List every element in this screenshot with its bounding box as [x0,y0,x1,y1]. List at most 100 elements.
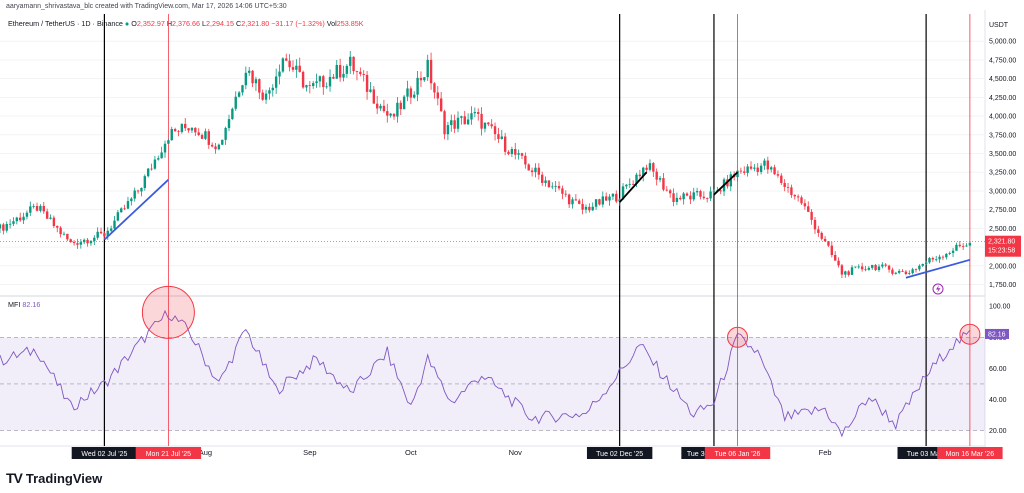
candle-body [268,90,271,94]
tradingview-wordmark: TradingView [25,470,103,486]
candle-body [308,85,312,87]
time-axis-label: Oct [405,448,418,457]
candle-body [2,224,5,231]
candle-body [908,273,911,274]
candle-body [493,126,497,135]
date-marker-label: Tue 30 [687,451,709,458]
candle-body [453,120,456,129]
candle-body [264,93,268,100]
trendline [618,171,648,203]
candle-body [564,193,567,195]
candle-body [146,168,150,177]
candle-body [396,102,399,117]
candle-body [56,226,59,228]
candle-body [103,233,106,237]
date-marker-box [897,447,955,459]
price-tick-label: 5,000.00 [989,39,1016,46]
candle-body [897,270,901,273]
candle-body [790,187,793,195]
candle-body [604,196,608,201]
candle-body [675,197,679,202]
candle-body [652,163,655,172]
candle-body [894,272,898,274]
candle-body [948,252,951,254]
mfi-legend[interactable]: MFI 82.16 [8,300,40,309]
candle-body [921,263,924,266]
symbol-title[interactable]: Ethereum / TetherUS · 1D · Binance [8,19,123,28]
candle-body [840,265,844,275]
candle-body [214,146,217,150]
time-axis-label: Aug [199,448,212,457]
candle-body [968,242,972,246]
candle-body [874,264,877,271]
candle-body [150,168,153,170]
candle-body [561,188,564,194]
candle-body [386,111,389,116]
date-marker-box [71,447,138,459]
time-axis-label: Sep [303,448,316,457]
candle-body [803,203,807,207]
date-marker-label: Mon 21 Jul '25 [146,451,191,458]
candle-body [574,199,578,201]
mfi-value-label: 82.16 [988,331,1006,338]
candle-body [19,217,22,221]
trendline [103,179,169,241]
candle-body [372,89,376,104]
candle-body [857,266,860,268]
ohlc-o: 2,352.97 [136,19,165,28]
candle-body [547,180,551,187]
candle-body [520,153,524,156]
candle-body [349,56,352,66]
candle-body [305,85,308,88]
candle-body [167,140,170,144]
candle-body [210,144,214,147]
candle-body [180,123,184,132]
candle-body [429,59,433,84]
candle-body [746,166,749,173]
candle-body [763,160,766,166]
candle-body [914,269,918,271]
candle-body [514,148,517,155]
candle-body [854,266,857,268]
candle-body [685,193,689,196]
candle-body [958,244,961,247]
candle-body [392,113,396,117]
candle-body [500,136,503,140]
candle-body [510,148,514,155]
candle-body [113,220,116,229]
candle-body [463,116,466,125]
candle-body [322,76,325,88]
candle-body [22,216,25,221]
candle-body [965,245,968,247]
candle-body [837,260,840,266]
candle-body [248,70,251,73]
candle-body [891,269,894,274]
candle-body [945,253,948,258]
candle-body [369,89,372,92]
candle-body [615,193,618,202]
candle-body [860,266,864,270]
candle-body [554,185,557,187]
candle-body [786,186,790,188]
candle-body [244,72,248,86]
candle-body [338,64,342,78]
candle-body [413,94,416,98]
candle-body [706,198,709,199]
candle-body [93,237,96,241]
candle-body [365,74,369,92]
candle-body [567,194,571,205]
candle-body [332,76,335,79]
candle-body [598,199,601,205]
candle-body [938,256,941,260]
candle-body [935,259,938,261]
candle-body [941,256,945,258]
mfi-legend-label: MFI [8,300,21,309]
candle-body [584,206,588,210]
candle-body [25,212,29,217]
candle-body [318,76,322,82]
candle-body [446,125,450,135]
candle-body [72,241,76,244]
candle-body [628,183,631,185]
candle-body [450,120,453,126]
